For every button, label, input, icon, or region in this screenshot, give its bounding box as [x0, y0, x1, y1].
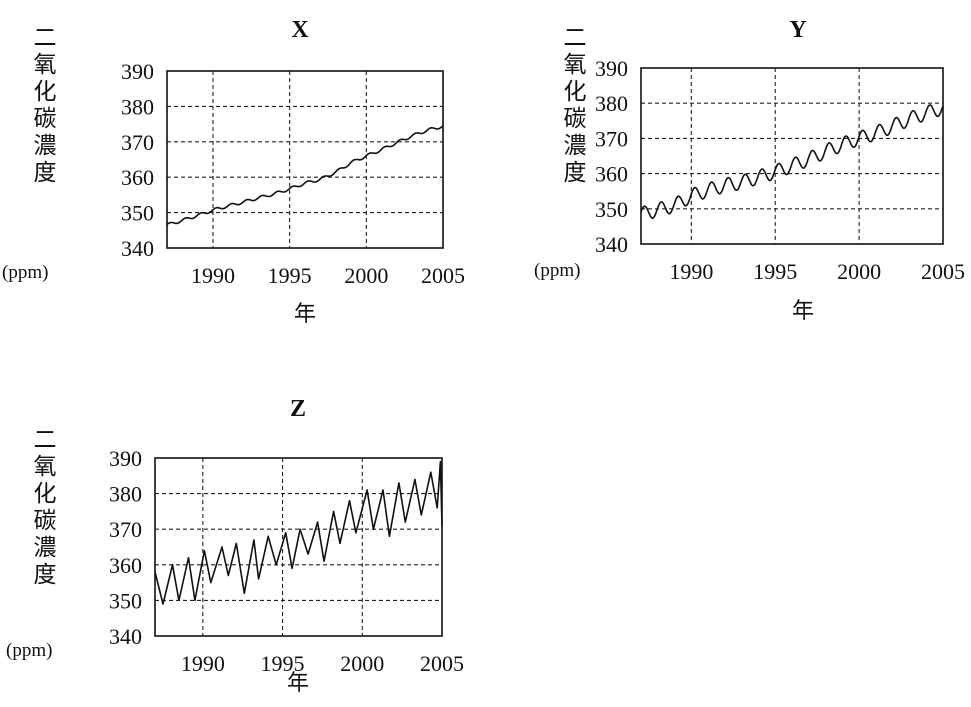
ylabel-char: 氧	[34, 52, 57, 78]
x-tick-label: 1995	[261, 651, 305, 676]
y-tick-label: 360	[595, 162, 628, 187]
y-tick-label: 340	[121, 236, 154, 261]
ylabel-char: 二	[34, 427, 57, 453]
chart-x-title: X	[291, 17, 309, 43]
ylabel-char: 化	[34, 79, 57, 105]
y-tick-label: 370	[109, 517, 142, 542]
chart-y-plot-frame	[640, 67, 944, 245]
chart-z-unit: (ppm)	[6, 640, 52, 661]
x-tick-label: 2005	[921, 259, 965, 284]
ylabel-char: 氧	[564, 52, 587, 78]
x-tick-label: 2000	[837, 259, 881, 284]
x-tick-label: 1990	[191, 263, 235, 288]
ylabel-char: 碳	[564, 106, 587, 132]
ylabel-char: 濃	[564, 133, 587, 159]
chart-z-container: Z 二氧化碳濃度 (ppm) 340 350 360 370 380 390 1990 1995 20…	[0, 385, 480, 707]
chart-z-title: Z	[290, 396, 306, 422]
ylabel-char: 氧	[34, 454, 57, 480]
x-tick-label: 2005	[420, 651, 464, 676]
y-tick-label: 380	[109, 482, 142, 507]
y-tick-label: 390	[121, 59, 154, 84]
chart-z-series-line	[154, 460, 443, 605]
x-tick-label: 2000	[340, 651, 384, 676]
chart-z-plot-frame	[154, 457, 443, 637]
chart-x-xlabel: 年	[294, 302, 316, 327]
y-tick-label: 380	[121, 94, 154, 119]
chart-y-container: Y 二氧化碳濃度 (ppm) 340 350 360 370 380 390 1990 1995 20…	[490, 0, 971, 345]
ylabel-char: 化	[564, 79, 587, 105]
y-tick-label: 380	[595, 91, 628, 116]
chart-y-series-line	[640, 104, 944, 219]
ylabel-char: 化	[34, 481, 57, 507]
y-tick-label: 370	[121, 130, 154, 155]
ylabel-char: 度	[34, 160, 57, 186]
y-tick-label: 350	[121, 201, 154, 226]
ylabel-char: 度	[34, 562, 57, 588]
ylabel-char: 濃	[34, 133, 57, 159]
chart-y-unit: (ppm)	[534, 260, 580, 281]
y-tick-label: 340	[109, 624, 142, 649]
chart-z-xlabel: 年	[287, 671, 309, 696]
y-tick-label: 370	[595, 126, 628, 151]
ylabel-char: 二	[34, 25, 57, 51]
ylabel-char: 碳	[34, 106, 57, 132]
chart-x-unit: (ppm)	[2, 262, 48, 283]
y-tick-label: 340	[595, 232, 628, 257]
y-tick-label: 360	[121, 165, 154, 190]
y-tick-label: 350	[595, 197, 628, 222]
chart-y-xlabel: 年	[792, 299, 814, 324]
x-tick-label: 2005	[421, 263, 465, 288]
ylabel-char: 濃	[34, 535, 57, 561]
chart-x-plot-frame	[166, 70, 444, 249]
ylabel-char: 度	[564, 160, 587, 186]
x-tick-label: 1995	[753, 259, 797, 284]
y-tick-label: 360	[109, 553, 142, 578]
x-tick-label: 2000	[344, 263, 388, 288]
y-tick-label: 390	[595, 56, 628, 81]
x-tick-label: 1990	[669, 259, 713, 284]
chart-x-series-line	[166, 125, 444, 226]
x-tick-label: 1990	[181, 651, 225, 676]
x-tick-label: 1995	[268, 263, 312, 288]
chart-y-title: Y	[789, 17, 806, 43]
y-tick-label: 390	[109, 446, 142, 471]
chart-x-container: X 二氧化碳濃度 (ppm) 340 350 360 370 380 390 1990 1995 20…	[0, 0, 480, 345]
ylabel-char: 二	[564, 25, 587, 51]
y-tick-label: 350	[109, 588, 142, 613]
ylabel-char: 碳	[34, 508, 57, 534]
